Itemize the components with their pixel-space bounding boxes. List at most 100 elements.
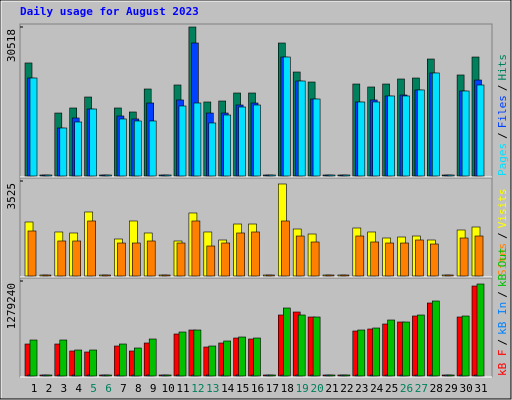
bar — [327, 174, 336, 177]
bar — [193, 102, 202, 177]
bar — [221, 242, 230, 277]
chart-title: Daily usage for August 2023 — [20, 5, 199, 18]
x-tick-label: 18 — [281, 382, 294, 395]
legend-entry: Visits — [496, 189, 509, 229]
bar — [402, 321, 410, 377]
bar — [417, 314, 425, 377]
bar — [312, 316, 321, 377]
x-tick-label: 29 — [445, 382, 458, 395]
x-tick-label: 9 — [150, 382, 157, 395]
bar — [327, 374, 336, 377]
bar — [134, 347, 142, 377]
bar — [251, 231, 260, 277]
bar — [476, 283, 485, 377]
bar — [193, 329, 202, 377]
bar — [223, 340, 231, 377]
bar — [342, 174, 351, 177]
legend-separator: / — [496, 291, 509, 298]
legend-separator: / — [496, 339, 509, 346]
x-tick-label: 21 — [325, 382, 338, 395]
x-tick-label: 6 — [105, 382, 112, 395]
bar — [74, 121, 82, 177]
bar — [282, 307, 291, 377]
bar — [268, 374, 276, 377]
bar — [461, 315, 470, 377]
legend-entry: kB Out — [496, 247, 509, 287]
bar — [459, 237, 469, 277]
bar — [342, 374, 351, 377]
bar — [236, 232, 245, 277]
x-tick-label: 23 — [355, 382, 368, 395]
bar — [385, 242, 394, 277]
legend: kB F / kB In / kB Out — [496, 247, 509, 376]
bar — [402, 95, 410, 177]
x-tick-label: 14 — [221, 382, 235, 395]
bar — [340, 274, 350, 277]
bar — [297, 80, 306, 177]
bar — [206, 245, 216, 277]
bar — [44, 174, 53, 177]
bar — [476, 84, 485, 177]
bar — [29, 77, 38, 177]
bar — [282, 56, 291, 177]
x-tick-label: 28 — [430, 382, 443, 395]
bar — [117, 242, 126, 277]
bar — [295, 235, 305, 277]
legend-separator: / — [496, 85, 509, 92]
x-tick-label: 25 — [385, 382, 398, 395]
bar — [431, 72, 440, 177]
bar — [253, 104, 261, 177]
bar — [57, 240, 67, 277]
bar — [238, 336, 246, 377]
bar — [102, 274, 111, 277]
x-tick-label: 22 — [340, 382, 353, 395]
bar — [104, 174, 112, 177]
bar — [223, 114, 231, 177]
bar — [208, 345, 217, 377]
bar — [87, 220, 96, 277]
bar — [104, 374, 112, 377]
bar — [238, 106, 246, 177]
bar — [387, 95, 395, 177]
legend-entry: kB In — [496, 302, 509, 335]
bar — [148, 338, 157, 377]
bar — [74, 349, 82, 377]
bar — [400, 242, 409, 277]
bar — [310, 241, 320, 277]
x-tick-label: 27 — [415, 382, 428, 395]
x-tick-label: 11 — [176, 382, 189, 395]
x-tick-label: 7 — [120, 382, 127, 395]
bar — [429, 243, 439, 277]
bar — [446, 374, 455, 377]
bar — [372, 327, 381, 377]
bar — [266, 274, 275, 277]
bar — [89, 108, 97, 177]
bar — [268, 174, 276, 177]
bar — [191, 220, 201, 277]
x-tick-label: 31 — [474, 382, 487, 395]
bar — [253, 337, 261, 377]
bar — [134, 120, 142, 177]
x-tick-label: 13 — [206, 382, 219, 395]
bar — [370, 241, 380, 277]
bar — [163, 374, 172, 377]
x-tick-label: 5 — [90, 382, 97, 395]
x-tick-label: 30 — [459, 382, 472, 395]
bar — [415, 239, 424, 277]
bar — [446, 174, 455, 177]
bar — [119, 343, 127, 377]
x-tick-label: 17 — [266, 382, 279, 395]
bar — [132, 242, 141, 277]
legend-separator: / — [496, 132, 509, 139]
x-tick-label: 26 — [400, 382, 413, 395]
bar — [29, 339, 38, 377]
bar — [357, 329, 366, 377]
bar — [208, 122, 217, 177]
y-tick-label: 30518 — [5, 29, 18, 62]
bar — [312, 98, 321, 177]
y-tick-label: 1279240 — [5, 283, 18, 329]
x-tick-label: 2 — [46, 382, 53, 395]
bar — [59, 127, 68, 177]
x-tick-label: 8 — [135, 382, 142, 395]
legend-entry: Pages — [496, 143, 509, 176]
